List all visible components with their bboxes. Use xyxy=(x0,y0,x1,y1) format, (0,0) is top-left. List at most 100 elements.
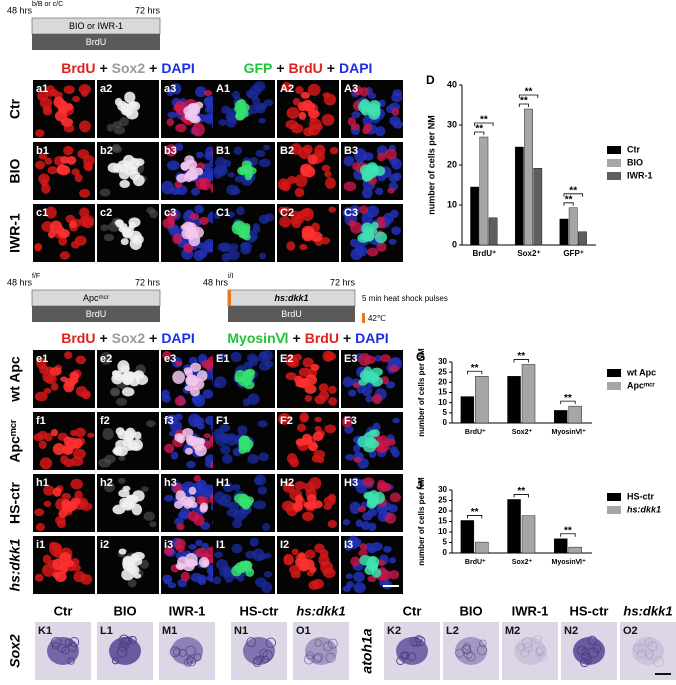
cell xyxy=(58,509,68,518)
cell xyxy=(218,119,227,126)
significance-bracket xyxy=(560,400,576,405)
cell xyxy=(174,396,186,407)
cell xyxy=(193,514,205,526)
cell xyxy=(380,482,392,492)
panel-label: i2 xyxy=(100,539,109,551)
cell xyxy=(63,85,75,94)
column-title: IWR-1 xyxy=(169,603,206,618)
cell xyxy=(308,118,322,130)
legend-swatch xyxy=(607,146,621,154)
micrograph xyxy=(213,350,275,408)
row-label: HS-ctr xyxy=(7,481,23,524)
cell xyxy=(87,432,95,438)
panel-letter: G xyxy=(416,350,425,364)
cell xyxy=(278,206,286,214)
cell xyxy=(222,482,234,493)
y-tick-label: 0 xyxy=(443,548,448,557)
cell xyxy=(285,372,297,381)
cell xyxy=(297,552,306,559)
cell xyxy=(227,249,240,261)
legend-label: Ctr xyxy=(627,144,640,154)
cell xyxy=(78,216,90,227)
y-tick-label: 15 xyxy=(438,517,447,526)
cell xyxy=(255,103,266,114)
header-part: + xyxy=(343,330,351,346)
header-part: Sox2 xyxy=(112,60,146,76)
legend-swatch xyxy=(607,172,621,180)
cell xyxy=(175,123,187,133)
cell xyxy=(374,231,388,244)
cell xyxy=(143,511,155,522)
cell xyxy=(182,221,194,231)
cell xyxy=(358,549,368,558)
cell xyxy=(231,565,242,577)
cell xyxy=(306,494,317,503)
cell xyxy=(342,376,353,388)
micrograph xyxy=(33,204,95,262)
treatment-label: hs:dkk1 xyxy=(274,293,308,303)
in-situ-image xyxy=(231,622,287,680)
cell xyxy=(383,545,392,553)
cell xyxy=(329,146,339,155)
cell xyxy=(180,571,190,582)
timeline-end: 72 hrs xyxy=(135,5,161,15)
cell xyxy=(308,109,320,119)
cell xyxy=(197,574,207,583)
cell xyxy=(127,579,137,588)
cell xyxy=(213,576,222,585)
header-part: DAPI xyxy=(339,60,372,76)
cell xyxy=(167,160,180,171)
cell xyxy=(198,248,208,259)
cell xyxy=(342,519,350,526)
timeline-end: 72 hrs xyxy=(330,277,356,287)
cell xyxy=(204,89,213,97)
cell xyxy=(345,573,353,580)
micrograph xyxy=(277,412,339,470)
cell xyxy=(302,511,314,522)
cell xyxy=(38,153,48,160)
in-situ-cell xyxy=(644,649,654,659)
cell xyxy=(220,445,231,455)
timeline-end: 72 hrs xyxy=(135,277,161,287)
micrograph xyxy=(97,412,159,470)
y-tick-label: 25 xyxy=(438,496,447,505)
panel-label: E3 xyxy=(344,353,357,365)
y-tick-label: 5 xyxy=(443,408,448,417)
cell xyxy=(213,212,221,220)
in-situ-bg xyxy=(620,622,676,680)
cell xyxy=(70,377,79,384)
cell xyxy=(132,174,145,187)
cell xyxy=(195,539,203,547)
cell xyxy=(343,181,357,192)
timeline-start: 48 hrs xyxy=(203,277,229,287)
micrograph xyxy=(33,412,95,470)
cell xyxy=(79,188,91,198)
in-situ-cell xyxy=(576,645,587,656)
legend-swatch xyxy=(607,369,621,377)
cell xyxy=(195,86,207,98)
cell xyxy=(182,427,194,438)
y-tick-label: 10 xyxy=(447,199,457,209)
cell xyxy=(281,81,292,93)
cell xyxy=(60,117,74,127)
cell xyxy=(188,413,202,428)
cell xyxy=(122,485,131,492)
cell xyxy=(373,491,385,504)
micrograph xyxy=(33,350,95,408)
bar xyxy=(507,499,521,554)
cell xyxy=(302,357,314,368)
cell xyxy=(303,165,316,178)
cell xyxy=(35,129,45,138)
micrograph xyxy=(213,80,275,138)
cell xyxy=(302,127,314,137)
panel-label: c3 xyxy=(164,207,176,219)
cell xyxy=(49,88,59,97)
cell xyxy=(74,490,83,500)
cell xyxy=(174,538,186,549)
cell xyxy=(292,501,303,512)
micrograph xyxy=(213,142,275,200)
significance-bracket xyxy=(474,122,494,126)
cell xyxy=(371,221,379,230)
cell xyxy=(319,549,329,559)
treatment-label: Apcᵐᶜʳ xyxy=(83,293,109,303)
